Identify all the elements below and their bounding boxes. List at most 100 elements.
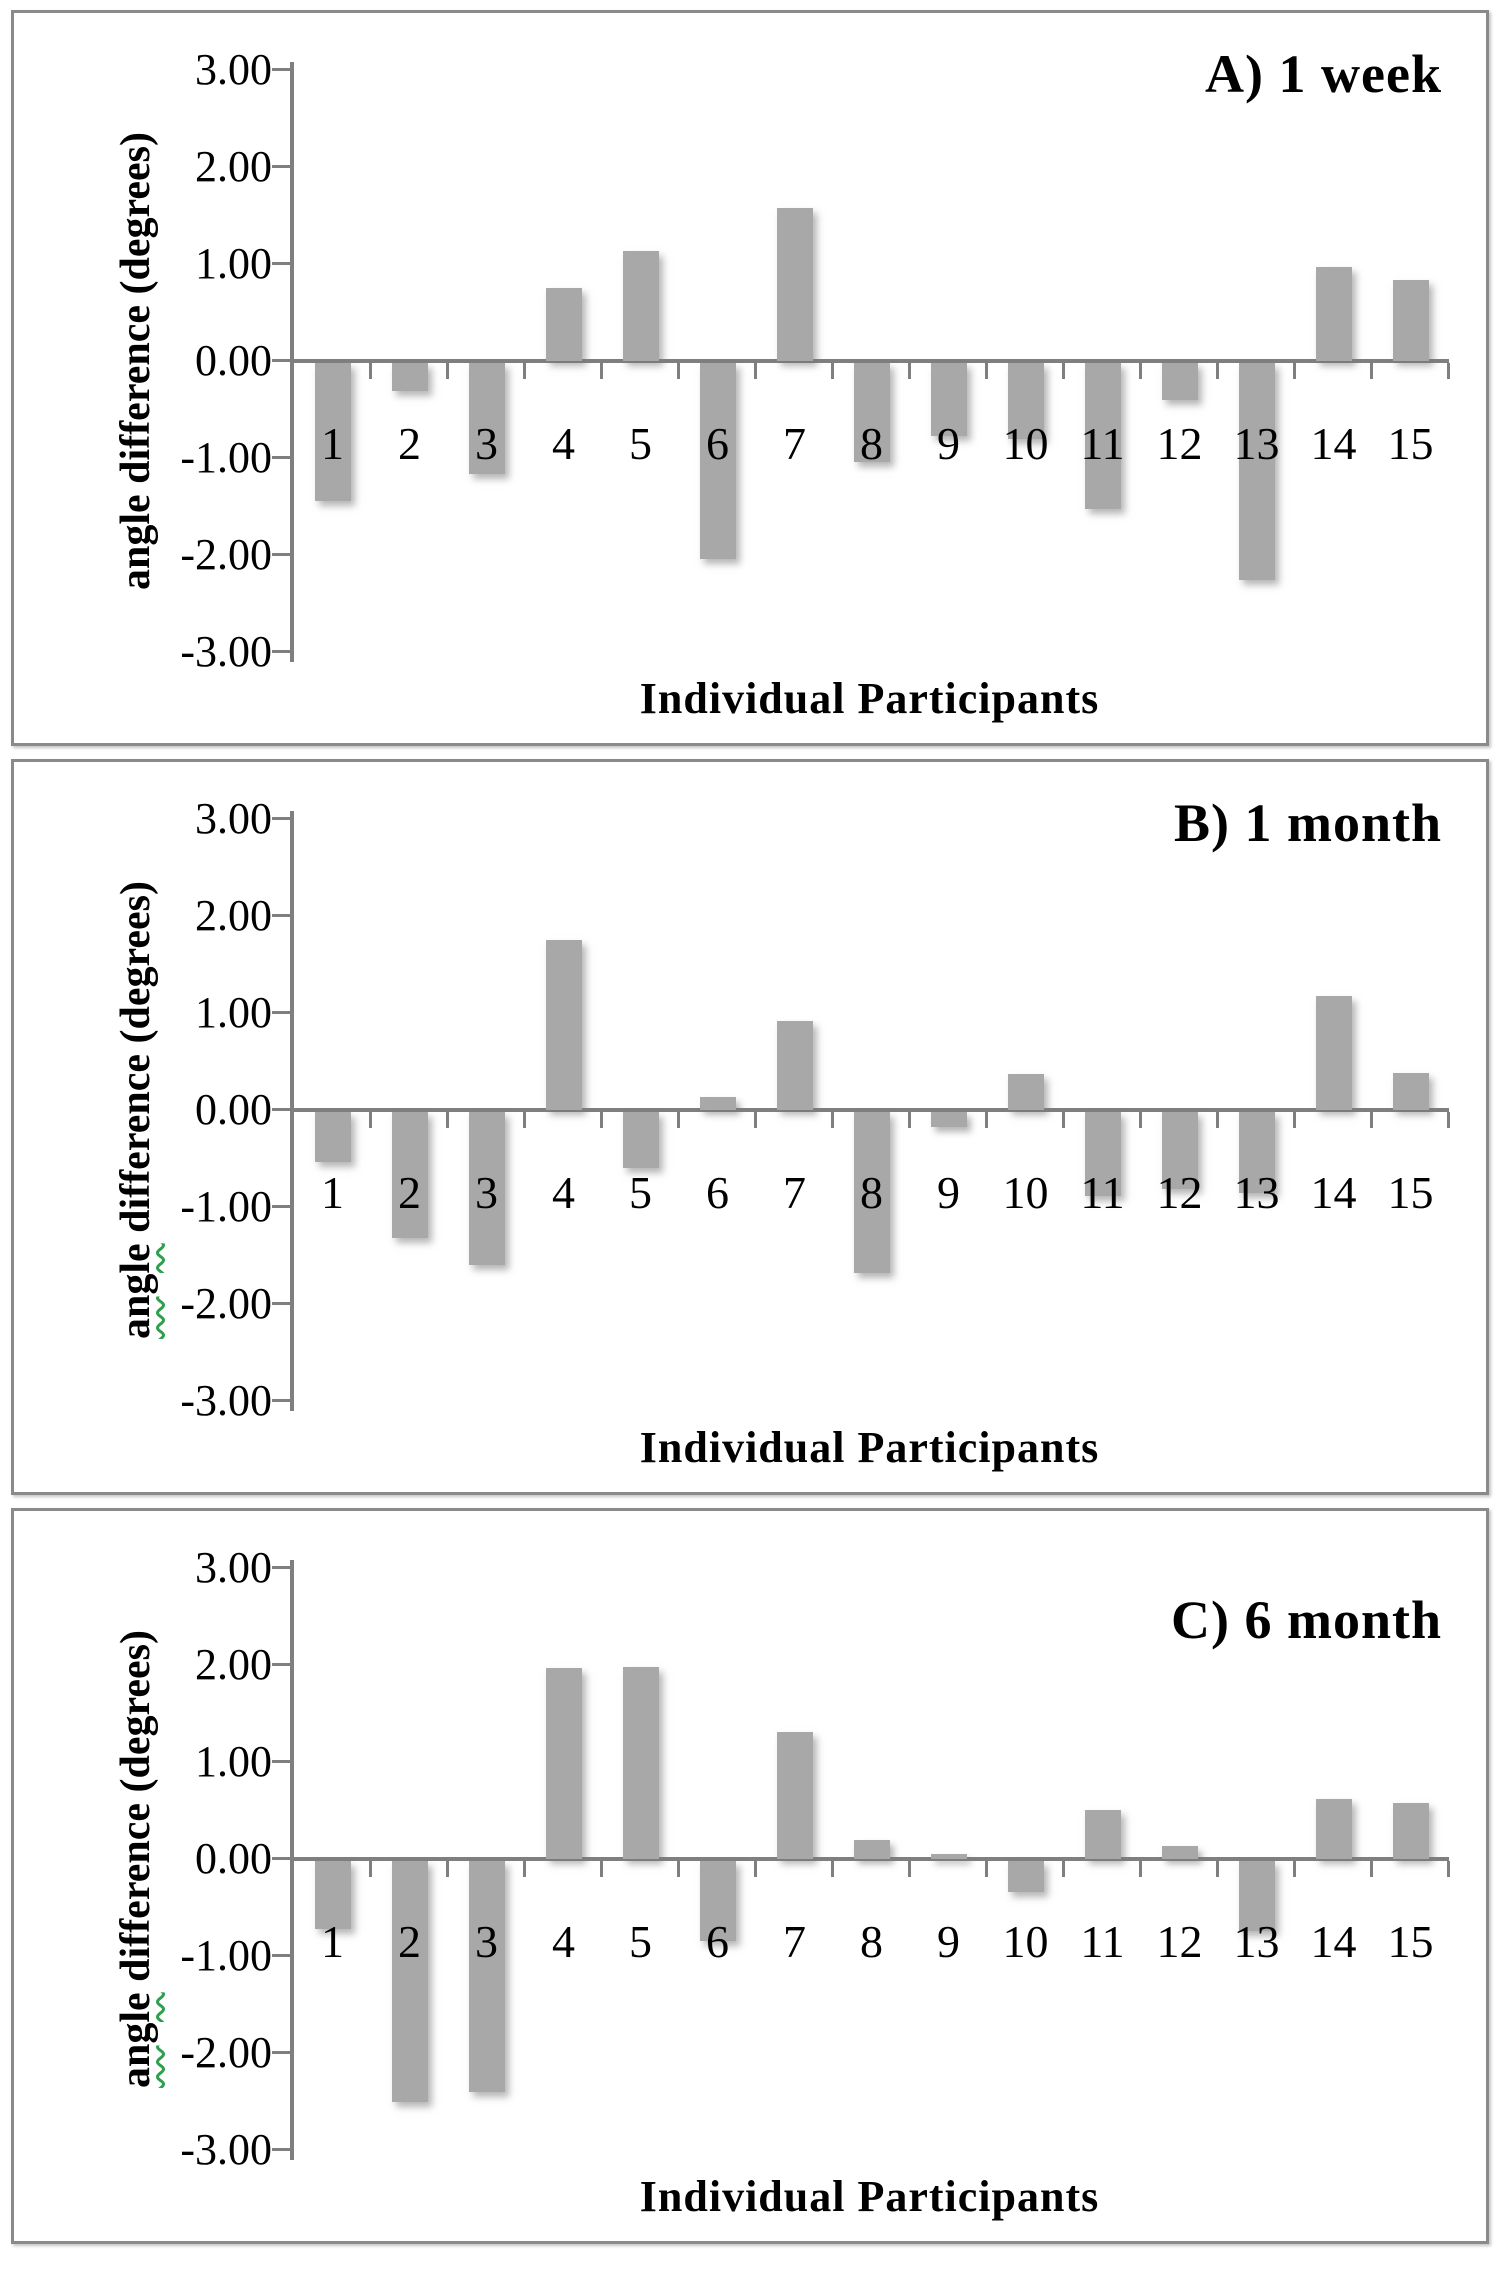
bar-category-label: 9 [937,1916,960,1967]
x-axis-tick [985,1861,988,1877]
x-axis-tick [1139,1112,1142,1128]
y-axis-tick-label: 0.00 [195,336,272,385]
bar-category-label: 13 [1233,1916,1280,1967]
y-axis-tick [272,456,290,459]
bar-category-label: 1 [321,1167,344,1218]
bar-category-label: 7 [783,1916,806,1967]
y-axis-tick [272,1205,290,1208]
x-axis-tick [446,1861,449,1877]
x-axis-tick [754,1112,757,1128]
panel-a-1-week: A) 1 week angle difference (degrees) 3.0… [11,10,1489,746]
x-axis-tick [908,1112,911,1128]
bar-category-label: 7 [783,1167,806,1218]
bar [468,363,505,474]
bar [1161,363,1198,400]
bar-category-label: 12 [1156,1167,1203,1218]
y-axis-tick-label: 2.00 [195,891,272,940]
y-axis-tick [272,817,290,820]
bar [1007,1861,1044,1892]
bar [468,1112,505,1265]
x-axis-tick [677,1112,680,1128]
x-axis-tick [600,1112,603,1128]
bar-category-label: 14 [1310,1916,1357,1967]
bar-category-label: 3 [475,1167,498,1218]
x-axis-tick [1216,363,1219,379]
bar [314,1861,351,1929]
bar [622,251,659,361]
x-axis-tick [369,363,372,379]
bar [314,363,351,501]
y-axis-tick-label: -2.00 [180,530,272,579]
bar-category-label: 6 [706,418,729,469]
y-axis-tick-label: -2.00 [180,2028,272,2077]
bar-category-label: 13 [1233,418,1280,469]
y-axis-tick [272,650,290,653]
bar-category-label: 11 [1080,1167,1125,1218]
bar-category-label: 2 [398,418,421,469]
x-axis-tick [523,363,526,379]
x-axis-tick [1447,363,1450,379]
x-axis-tick [985,1112,988,1128]
x-axis-tick [600,363,603,379]
bar-category-label: 15 [1387,1916,1434,1967]
x-axis-tick [831,1112,834,1128]
y-axis-tick-label: -1.00 [180,433,272,482]
x-axis-tick [1062,1112,1065,1128]
y-axis-tick-label: -1.00 [180,1182,272,1231]
bar [1392,1073,1429,1110]
bar [545,940,582,1110]
panel-b-1-month: B) 1 month angle difference (degrees) 3.… [11,759,1489,1495]
bar [1315,996,1352,1110]
y-axis-tick-label: 3.00 [195,794,272,843]
y-axis-tick-label: 1.00 [195,239,272,288]
bar-category-label: 10 [1002,1167,1049,1218]
y-axis-tick [272,1108,290,1111]
bar [1084,363,1121,509]
bar [1392,1803,1429,1859]
bar [930,1854,967,1859]
x-axis-tick [754,1861,757,1877]
bar-category-label: 14 [1310,1167,1357,1218]
bar-category-label: 9 [937,418,960,469]
y-axis-tick [272,1760,290,1763]
bar [1007,363,1044,439]
plot-area: 3.00 2.00 1.00 0.00 -1.00 -2.00 -3.00 1 2 3 4 5 6 7 8 9… [14,762,1486,1492]
x-axis-tick [677,1861,680,1877]
bar-category-label: 4 [552,1916,575,1967]
y-axis-tick [272,2051,290,2054]
bar [391,1861,428,2102]
x-axis-tick [831,363,834,379]
x-axis-tick [1447,1861,1450,1877]
x-axis-tick [1139,363,1142,379]
bar [622,1667,659,1859]
y-axis-tick [272,2148,290,2151]
y-axis-tick-label: -3.00 [180,627,272,676]
x-axis-tick [1216,1861,1219,1877]
x-axis-tick [1062,363,1065,379]
bar [391,363,428,391]
bar-category-label: 8 [860,418,883,469]
bar-category-label: 7 [783,418,806,469]
y-axis-tick [272,1302,290,1305]
y-axis-tick [272,1663,290,1666]
panel-title: A) 1 week [1205,44,1442,104]
bar [1238,363,1275,580]
y-axis-tick-label: -2.00 [180,1279,272,1328]
y-axis-tick [272,914,290,917]
y-axis-tick [272,1857,290,1860]
bar [1315,1799,1352,1859]
x-axis-tick [1062,1861,1065,1877]
bar [1392,280,1429,361]
x-axis-tick [446,1112,449,1128]
y-axis-tick-label: 2.00 [195,1640,272,1689]
bar-category-label: 8 [860,1916,883,1967]
y-axis-tick [272,165,290,168]
bar-category-label: 8 [860,1167,883,1218]
y-axis-tick [272,1566,290,1569]
x-axis-tick [908,363,911,379]
panel-c-6-month: C) 6 month angle difference (degrees) 3.… [11,1508,1489,2244]
bar-category-label: 11 [1080,1916,1125,1967]
bar-category-label: 12 [1156,1916,1203,1967]
bar-category-label: 15 [1387,1167,1434,1218]
